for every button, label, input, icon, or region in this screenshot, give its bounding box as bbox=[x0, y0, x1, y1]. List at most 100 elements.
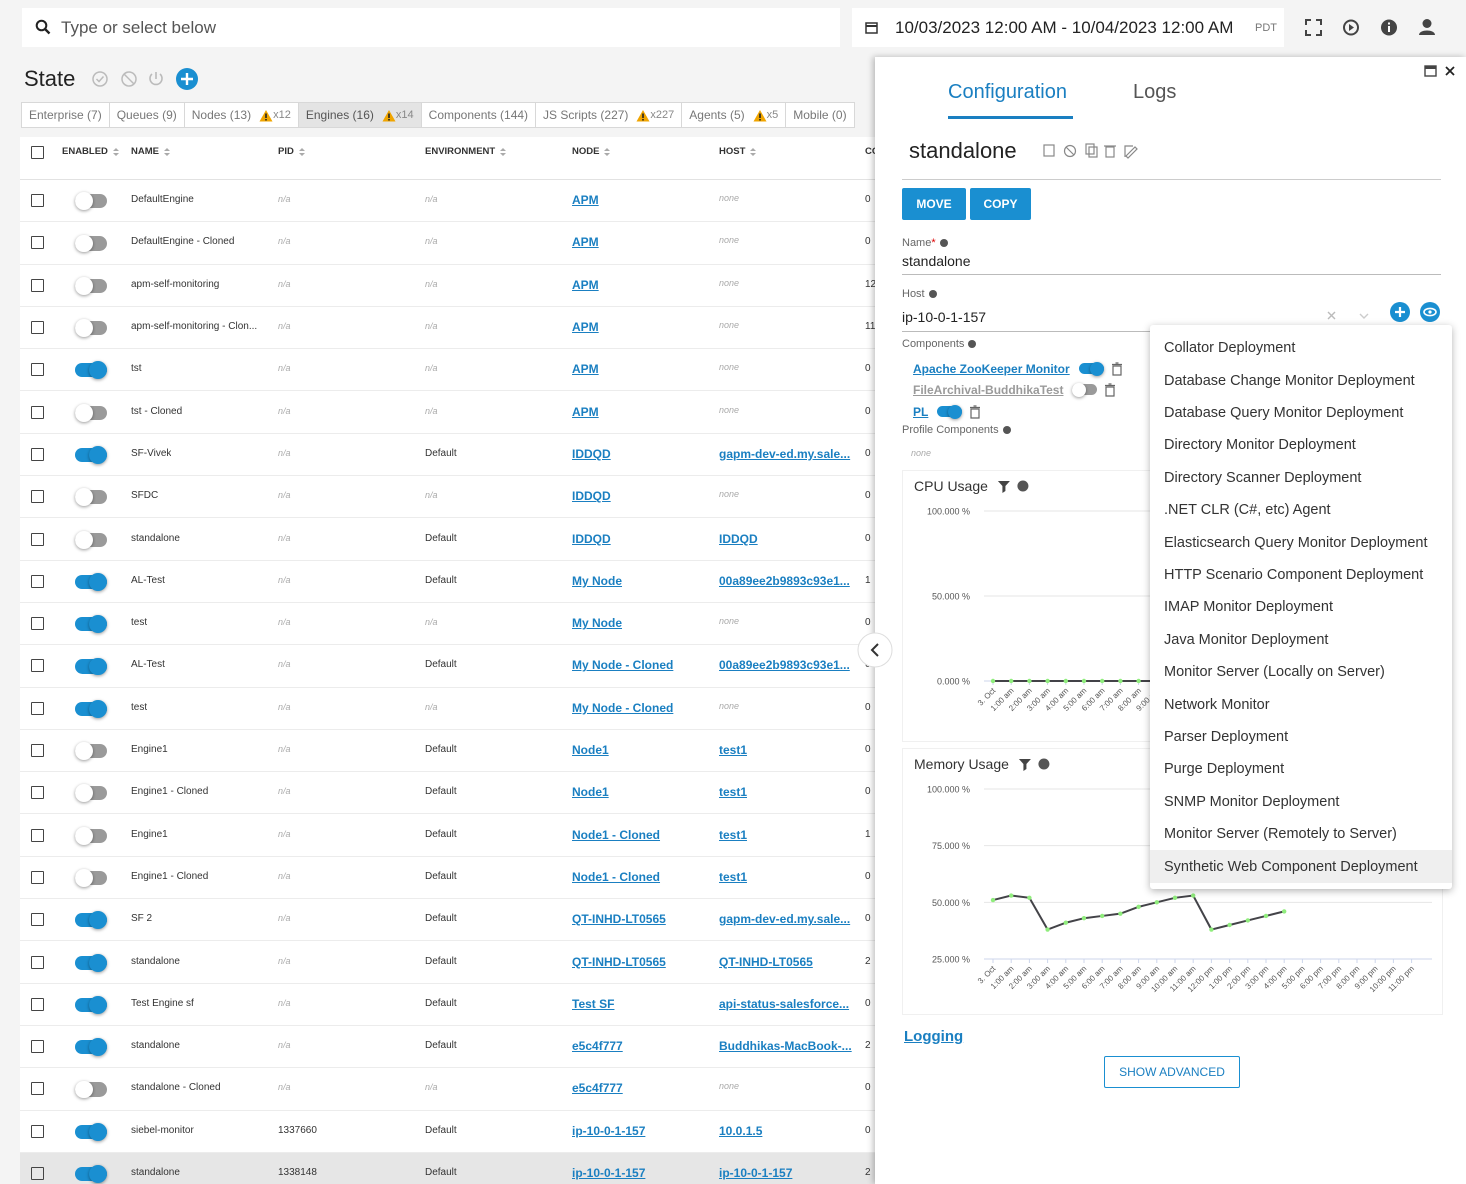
node-link[interactable]: APM bbox=[572, 362, 599, 377]
date-range[interactable]: 10/03/2023 12:00 AM - 10/04/2023 12:00 A… bbox=[852, 8, 1284, 47]
row-checkbox[interactable] bbox=[31, 955, 44, 969]
table-row[interactable]: apm-self-monitoring - Clon... n/a n/a APM no… bbox=[20, 306, 875, 350]
node-link[interactable]: APM bbox=[572, 235, 599, 250]
action-button[interactable]: MOVE bbox=[902, 188, 966, 220]
toggle[interactable] bbox=[75, 615, 107, 634]
node-link[interactable]: Node1 bbox=[572, 785, 609, 800]
host-value[interactable]: ip-10-0-1-157 bbox=[902, 309, 987, 325]
info-icon[interactable] bbox=[1002, 425, 1012, 435]
enable-icon[interactable] bbox=[92, 71, 108, 87]
node-link[interactable]: Test SF bbox=[572, 996, 615, 1011]
toggle[interactable] bbox=[75, 953, 107, 972]
table-row[interactable]: Test Engine sf n/a Default Test SF api-statu… bbox=[20, 983, 875, 1026]
name-value[interactable]: standalone bbox=[902, 253, 971, 269]
node-link[interactable]: QT-INHD-LT0565 bbox=[572, 912, 666, 927]
row-checkbox[interactable] bbox=[31, 574, 44, 588]
toggle[interactable] bbox=[75, 1165, 107, 1184]
toggle[interactable] bbox=[75, 826, 107, 845]
table-row[interactable]: standalone 1338148 Default ip-10-0-1-157 ip-… bbox=[20, 1152, 875, 1184]
sort-icon[interactable] bbox=[112, 147, 120, 157]
dropdown-item[interactable]: Directory Scanner Deployment bbox=[1150, 461, 1452, 494]
edit-icon[interactable] bbox=[1124, 145, 1138, 159]
row-checkbox[interactable] bbox=[31, 786, 44, 800]
host-link[interactable]: test1 bbox=[719, 743, 748, 758]
fullscreen-icon[interactable] bbox=[1305, 19, 1322, 36]
sort-icon[interactable] bbox=[163, 147, 171, 157]
toggle[interactable] bbox=[937, 404, 963, 419]
node-link[interactable]: QT-INHD-LT0565 bbox=[572, 954, 666, 969]
clear-icon[interactable] bbox=[1327, 311, 1336, 320]
row-checkbox[interactable] bbox=[31, 913, 44, 927]
node-link[interactable]: APM bbox=[572, 277, 599, 292]
toggle[interactable] bbox=[75, 657, 107, 676]
delete-component[interactable] bbox=[1111, 362, 1123, 376]
node-link[interactable]: My Node - Cloned bbox=[572, 700, 674, 715]
column-header[interactable]: HOST bbox=[719, 146, 757, 157]
column-header[interactable]: NAME bbox=[131, 146, 171, 157]
toggle[interactable] bbox=[75, 742, 107, 761]
header-checkbox[interactable] bbox=[31, 146, 44, 159]
row-checkbox[interactable] bbox=[31, 490, 44, 504]
dropdown-item[interactable]: Directory Monitor Deployment bbox=[1150, 429, 1452, 462]
tab[interactable]: Components (144) bbox=[421, 102, 537, 128]
node-link[interactable]: My Node bbox=[572, 616, 623, 631]
dropdown-item[interactable]: Network Monitor bbox=[1150, 688, 1452, 721]
row-checkbox[interactable] bbox=[31, 1082, 44, 1096]
table-row[interactable]: test n/a n/a My Node - Cloned none 0 bbox=[20, 687, 875, 730]
info-icon[interactable] bbox=[1381, 19, 1397, 36]
host-link[interactable]: test1 bbox=[719, 827, 748, 842]
dropdown-item[interactable]: Elasticsearch Query Monitor Deployment bbox=[1150, 526, 1452, 559]
table-row[interactable]: SFDC n/a n/a IDDQD none 0 bbox=[20, 476, 875, 519]
table-row[interactable]: tst - Cloned n/a n/a APM none 0 bbox=[20, 391, 875, 434]
node-link[interactable]: Node1 - Cloned bbox=[572, 827, 661, 842]
info-icon[interactable] bbox=[928, 289, 938, 299]
toggle[interactable] bbox=[75, 699, 107, 718]
host-link[interactable]: test1 bbox=[719, 869, 748, 884]
table-row[interactable]: Engine1 n/a Default Node1 - Cloned test1 1 bbox=[20, 814, 875, 857]
toggle[interactable] bbox=[75, 995, 107, 1014]
save-icon[interactable] bbox=[1043, 144, 1055, 157]
table-row[interactable]: apm-self-monitoring n/a n/a APM none 12 bbox=[20, 264, 875, 307]
show-advanced-button[interactable]: SHOW ADVANCED bbox=[1104, 1056, 1240, 1088]
dropdown-item[interactable]: Parser Deployment bbox=[1150, 720, 1452, 754]
info-icon[interactable] bbox=[967, 339, 977, 349]
delete-icon[interactable] bbox=[1104, 145, 1116, 158]
toggle[interactable] bbox=[75, 488, 107, 507]
row-checkbox[interactable] bbox=[31, 1167, 44, 1181]
toggle[interactable] bbox=[75, 446, 107, 464]
table-row[interactable]: DefaultEngine n/a n/a APM none 0 bbox=[20, 180, 875, 223]
node-link[interactable]: My Node - Cloned bbox=[572, 658, 674, 673]
table-row[interactable]: AL-Test n/a Default My Node - Cloned 00a89ee… bbox=[20, 645, 875, 688]
table-row[interactable]: SF-Vivek n/a Default IDDQD gapm-dev-ed.my.sa… bbox=[20, 433, 875, 477]
table-row[interactable]: AL-Test n/a Default My Node 00a89ee2b9893c93… bbox=[20, 560, 875, 603]
add-icon[interactable] bbox=[176, 68, 198, 90]
disable-icon[interactable] bbox=[1063, 144, 1077, 158]
component-link[interactable]: PL bbox=[913, 405, 929, 419]
table-row[interactable]: siebel-monitor 1337660 Default ip-10-0-1-15… bbox=[20, 1110, 875, 1153]
node-link[interactable]: ip-10-0-1-157 bbox=[572, 1123, 646, 1138]
add-component-icon[interactable] bbox=[1390, 302, 1410, 322]
info-icon[interactable] bbox=[939, 238, 949, 248]
power-icon[interactable] bbox=[149, 72, 163, 86]
tab[interactable]: JS Scripts (227) x227 bbox=[536, 102, 683, 128]
table-row[interactable]: standalone n/a Default e5c4f777 Buddhikas-Ma… bbox=[20, 1026, 875, 1069]
view-icon[interactable] bbox=[1420, 302, 1440, 322]
host-link[interactable]: 10.0.1.5 bbox=[719, 1123, 763, 1138]
action-button[interactable]: COPY bbox=[970, 188, 1031, 220]
component-link[interactable]: FileArchival-BuddhikaTest bbox=[913, 383, 1064, 397]
toggle[interactable] bbox=[75, 1080, 107, 1099]
toggle[interactable] bbox=[75, 361, 107, 380]
column-header[interactable]: PID bbox=[278, 146, 306, 157]
host-link[interactable]: api-status-salesforce... bbox=[719, 996, 850, 1011]
toggle[interactable] bbox=[75, 234, 107, 253]
delete-component[interactable] bbox=[969, 405, 981, 419]
table-row[interactable]: Engine1 n/a Default Node1 test1 0 bbox=[20, 729, 875, 773]
sort-icon[interactable] bbox=[298, 147, 306, 157]
row-checkbox[interactable] bbox=[31, 659, 44, 673]
row-checkbox[interactable] bbox=[31, 617, 44, 631]
dropdown-item[interactable]: Monitor Server (Remotely to Server) bbox=[1150, 818, 1452, 851]
sort-icon[interactable] bbox=[603, 147, 611, 157]
logging-link[interactable]: Logging bbox=[904, 1028, 964, 1045]
node-link[interactable]: e5c4f777 bbox=[572, 1081, 623, 1096]
panel-tab[interactable]: Configuration bbox=[948, 81, 1067, 103]
